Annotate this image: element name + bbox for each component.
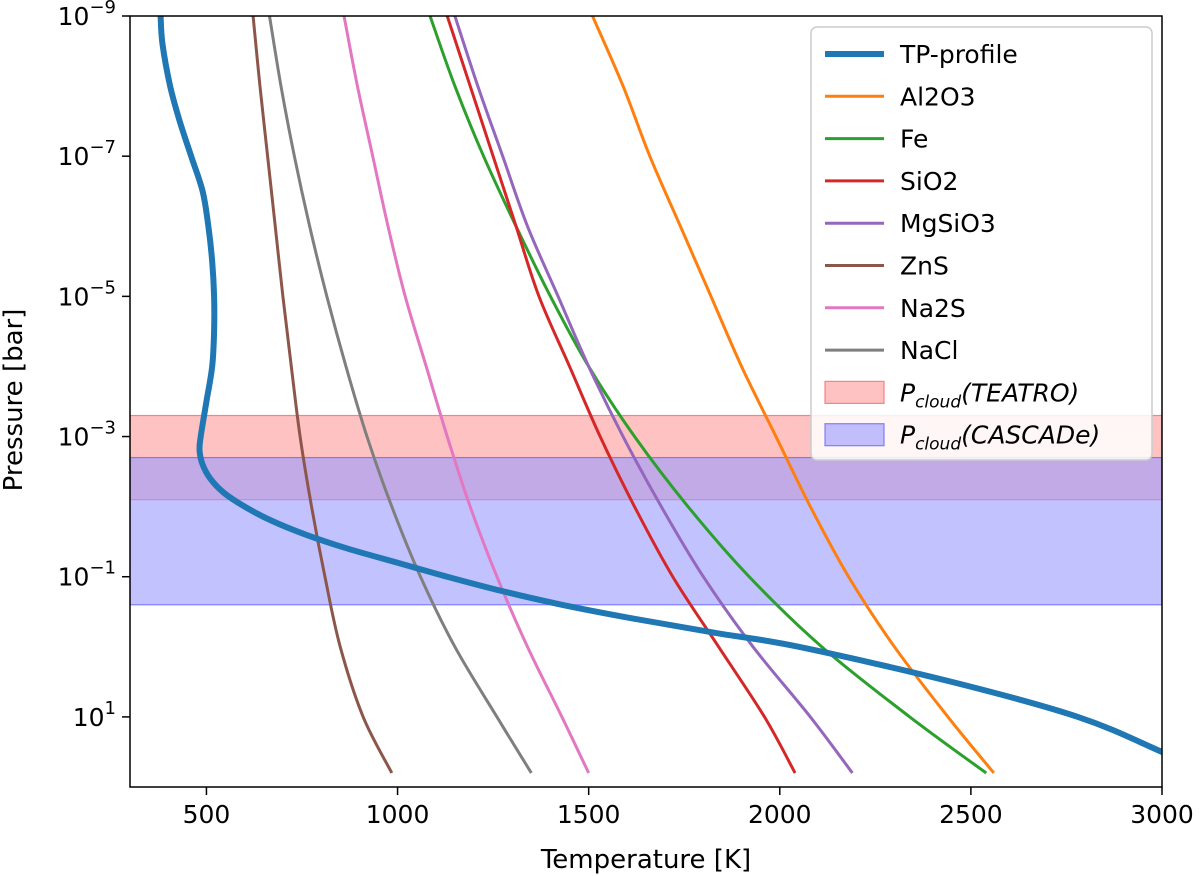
y-tick-label: 10−3 [58,418,116,452]
series-line-zns [251,16,394,774]
y-tick-label: 10−1 [58,558,116,592]
legend-label: MgSiO3 [900,209,996,238]
legend-box [810,26,1153,461]
y-tick-label: 10−9 [58,0,116,31]
legend-swatch [824,423,885,447]
y-tick-label: 101 [73,698,116,732]
axis-ticks: 500 1000 1500 2000 2500 3000 10−9 10−7 10−5 10−3 1… [58,0,1194,829]
legend-label: SiO2 [900,167,958,196]
x-tick-label: 1500 [557,800,621,829]
legend: TP-profile Al2O3 Fe SiO2 MgSiO3 ZnS Na2S NaCl Pc… [810,26,1153,461]
y-tick-label: 10−5 [58,277,116,311]
x-tick-label: 500 [183,800,231,829]
legend-label: Pcloud(CASCADe) [900,421,1100,455]
series-lines [157,16,1162,775]
series-line-nacl [268,16,533,774]
series-line-tp-profile [157,16,1162,756]
series-line-mgsio3 [453,16,854,774]
x-axis-label: Temperature [K] [540,845,751,875]
series-line-al2o3 [591,16,995,774]
y-axis-label: Pressure [bar] [0,309,29,492]
legend-label: ZnS [900,252,949,281]
series-line-sio2 [445,16,797,774]
x-tick-label: 2000 [748,800,812,829]
x-tick-label: 3000 [1130,800,1194,829]
legend-label: Na2S [900,294,966,323]
legend-swatch [824,380,885,404]
legend-label: Pcloud(TEATRO) [900,378,1079,412]
legend-label: TP-profile [899,40,1018,69]
series-line-fe [428,16,988,775]
legend-label: Fe [900,125,928,154]
legend-label: Al2O3 [900,82,976,111]
legend-label: NaCl [900,336,958,365]
x-tick-label: 1000 [366,800,430,829]
plot-frame [129,15,1163,788]
series-line-na2s [342,16,591,774]
x-tick-label: 2500 [939,800,1003,829]
y-tick-label: 10−7 [58,137,116,171]
